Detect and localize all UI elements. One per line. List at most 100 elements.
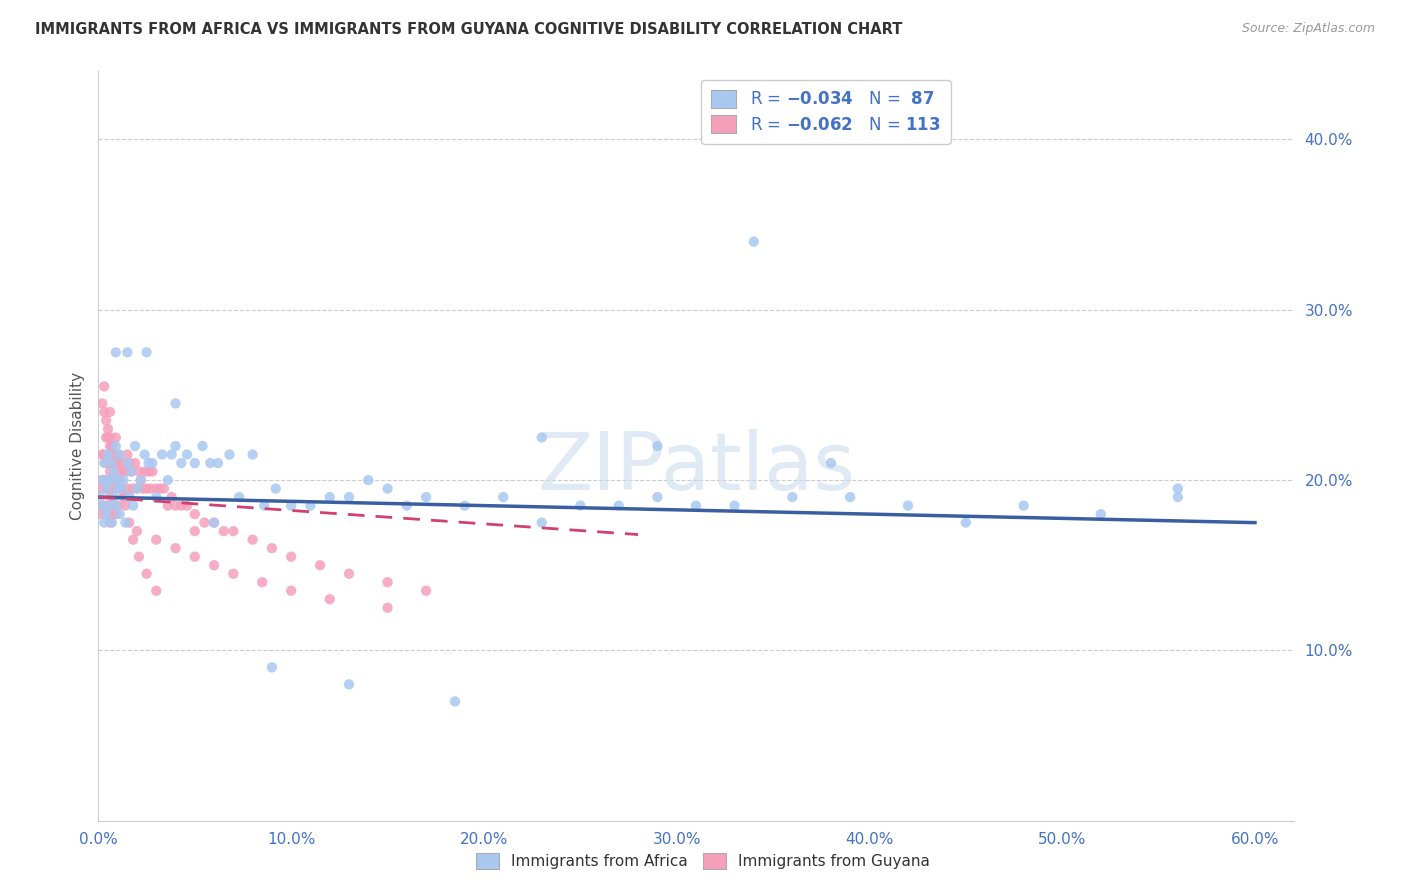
Point [170, 499, 193, 513]
Point [110, 482, 132, 496]
Point [93, 379, 115, 393]
Point [647, 439, 669, 453]
Point [150, 448, 173, 462]
Point [107, 482, 129, 496]
Point [647, 490, 669, 504]
Point [1012, 499, 1035, 513]
Point [129, 473, 152, 487]
Point [184, 507, 207, 521]
Point [112, 490, 135, 504]
Point [122, 533, 145, 547]
Point [91, 473, 114, 487]
Point [492, 490, 515, 504]
Point [98, 465, 121, 479]
Point [91, 499, 114, 513]
Point [176, 448, 198, 462]
Text: ZIPatlas: ZIPatlas [537, 429, 855, 508]
Point [156, 499, 179, 513]
Point [94, 482, 117, 496]
Point [101, 473, 124, 487]
Point [101, 448, 124, 462]
Point [104, 507, 127, 521]
Point [97, 482, 120, 496]
Point [101, 456, 124, 470]
Point [114, 499, 136, 513]
Point [94, 482, 117, 496]
Point [107, 473, 129, 487]
Point [222, 566, 245, 581]
Point [118, 516, 141, 530]
Point [103, 448, 125, 462]
Point [202, 516, 225, 530]
Point [1167, 490, 1189, 504]
Y-axis label: Cognitive Disability: Cognitive Disability [69, 372, 84, 520]
Point [141, 465, 163, 479]
Point [97, 448, 120, 462]
Point [139, 482, 162, 496]
Point [530, 516, 553, 530]
Point [897, 499, 920, 513]
Point [104, 439, 127, 453]
Point [107, 448, 129, 462]
Point [149, 482, 172, 496]
Point [260, 541, 283, 556]
Point [377, 482, 399, 496]
Point [184, 456, 207, 470]
Legend: R = $\mathbf{-0.034}$   N =  $\mathbf{87}$, R = $\mathbf{-0.062}$   N = $\mathbf: R = $\mathbf{-0.034}$ N = $\mathbf{87}$,… [702, 79, 950, 144]
Point [145, 583, 167, 598]
Point [108, 456, 131, 470]
Point [207, 456, 229, 470]
Point [337, 566, 360, 581]
Point [104, 499, 127, 513]
Point [110, 482, 132, 496]
Point [101, 516, 124, 530]
Point [117, 482, 139, 496]
Point [97, 456, 120, 470]
Point [124, 439, 146, 453]
Point [104, 482, 127, 496]
Point [89, 482, 111, 496]
Point [122, 482, 145, 496]
Point [128, 465, 150, 479]
Point [108, 507, 131, 521]
Point [242, 533, 264, 547]
Point [110, 456, 132, 470]
Point [98, 516, 121, 530]
Point [94, 507, 117, 521]
Point [184, 549, 207, 564]
Point [820, 456, 842, 470]
Point [202, 516, 225, 530]
Point [742, 235, 765, 249]
Point [107, 499, 129, 513]
Point [1167, 482, 1189, 496]
Legend: Immigrants from Africa, Immigrants from Guyana: Immigrants from Africa, Immigrants from … [470, 847, 936, 875]
Point [145, 533, 167, 547]
Point [337, 490, 360, 504]
Point [260, 660, 283, 674]
Point [101, 499, 124, 513]
Point [97, 430, 120, 444]
Point [110, 456, 132, 470]
Point [153, 482, 176, 496]
Point [103, 465, 125, 479]
Point [94, 456, 117, 470]
Point [165, 396, 187, 410]
Text: Source: ZipAtlas.com: Source: ZipAtlas.com [1241, 22, 1375, 36]
Point [98, 439, 121, 453]
Point [176, 499, 198, 513]
Point [145, 490, 167, 504]
Point [104, 456, 127, 470]
Point [202, 558, 225, 573]
Point [125, 482, 148, 496]
Point [108, 482, 131, 496]
Point [134, 465, 156, 479]
Point [242, 448, 264, 462]
Point [337, 677, 360, 691]
Point [112, 465, 135, 479]
Point [165, 499, 187, 513]
Point [218, 448, 240, 462]
Point [98, 430, 121, 444]
Point [93, 405, 115, 419]
Point [319, 490, 342, 504]
Point [569, 499, 592, 513]
